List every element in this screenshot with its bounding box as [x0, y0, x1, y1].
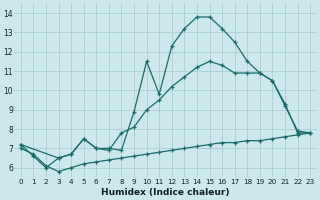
X-axis label: Humidex (Indice chaleur): Humidex (Indice chaleur): [101, 188, 230, 197]
